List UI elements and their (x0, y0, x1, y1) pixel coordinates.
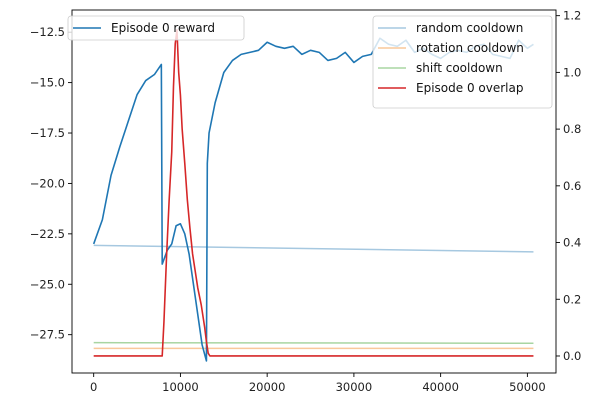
legend-upper-left: Episode 0 reward (67, 15, 245, 41)
x-tick-label: 30000 (336, 380, 373, 394)
legend-label-episode-0-reward: Episode 0 reward (111, 21, 215, 35)
series-line-episode-0-overlap (93, 29, 534, 357)
legend-upper-left-frame (67, 15, 245, 41)
plot-frame (71, 9, 557, 374)
y-left-tick-label: −27.5 (30, 328, 65, 342)
x-tick-label: 0 (90, 380, 97, 394)
y-right-tick-label: 0.6 (563, 179, 581, 193)
legend-label-random-cooldown: random cooldown (416, 21, 523, 35)
y-left-tick-label: −20.0 (30, 176, 65, 190)
y-left-tick-label: −17.5 (30, 126, 65, 140)
x-tick-label: 50000 (509, 380, 546, 394)
y-left-tick-label: −25.0 (30, 277, 65, 291)
series-line-random-cooldown (93, 244, 534, 253)
y-left-tick-label: −15.0 (30, 76, 65, 90)
y-left-tick-label: −22.5 (30, 227, 65, 241)
legend-label-rotation-cooldown: rotation cooldown (416, 41, 524, 55)
x-tick-label: 40000 (422, 380, 459, 394)
y-left-tick-label: −12.5 (30, 25, 65, 39)
y-right-tick-label: 0.0 (563, 349, 581, 363)
y-right-tick-label: 0.2 (563, 292, 581, 306)
y-right-tick-label: 1.0 (563, 65, 581, 79)
axes: 0 10000 20000 30000 40000 50000 −27.5 −25.0 −22.… (30, 9, 582, 394)
legend-label-shift-cooldown: shift cooldown (416, 61, 503, 75)
series-line-shift-cooldown (93, 341, 534, 344)
legends: Episode 0 reward random cooldown rotation … (67, 15, 553, 109)
y-right-tick-label: 0.4 (563, 236, 581, 250)
x-tick-label: 10000 (162, 380, 199, 394)
legend-upper-right: random cooldown rotation cooldown shift co… (372, 15, 553, 109)
y-right-tick-label: 0.8 (563, 122, 581, 136)
legend-upper-right-frame (372, 15, 553, 109)
y-right-tick-label: 1.2 (563, 9, 581, 23)
legend-label-episode-0-overlap: Episode 0 overlap (416, 81, 523, 95)
x-tick-label: 20000 (249, 380, 286, 394)
